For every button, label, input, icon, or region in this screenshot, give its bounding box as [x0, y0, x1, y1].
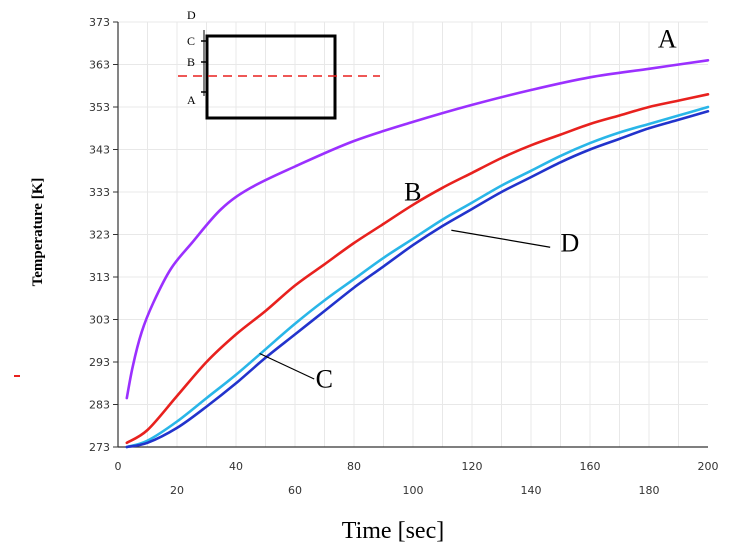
x-axis-title: Time [sec]: [342, 518, 444, 544]
y-tick-label: 353: [89, 101, 110, 114]
x-tick-label: 140: [521, 484, 542, 497]
callout-line-d: [451, 229, 551, 248]
y-tick-label: 293: [89, 356, 110, 369]
y-tick-label: 373: [89, 16, 110, 29]
series-line-b: [125, 93, 710, 445]
inset-box: [205, 34, 337, 120]
x-tick-labels: 0 40 80 120 160 200 20 60 100 140 180: [115, 460, 719, 497]
curve-label-d: D: [561, 229, 580, 258]
x-tick-label: 40: [229, 460, 243, 473]
series-line-c: [125, 105, 710, 449]
inset-label-c: C: [187, 34, 195, 48]
grid: [118, 21, 708, 447]
curve-label-c: C: [316, 365, 333, 394]
axes: [113, 21, 708, 448]
y-tick-label: 273: [89, 441, 110, 454]
x-tick-label: 120: [462, 460, 483, 473]
curve-label-b: B: [404, 178, 421, 207]
inset-label-b: B: [187, 55, 195, 69]
callout-lines: [259, 229, 551, 380]
x-tick-label: 180: [639, 484, 660, 497]
y-axis-title: Temperature [K]: [30, 178, 46, 287]
y-tick-label: 323: [89, 229, 110, 242]
stray-mark: [14, 375, 20, 377]
x-tick-label: 100: [403, 484, 424, 497]
y-tick-label: 303: [89, 314, 110, 327]
y-tick-labels: 273 283 293 303 313 323 333 343 353 363 373: [89, 16, 110, 454]
series-line-a: [125, 59, 710, 400]
curve-labels: A B C D: [316, 25, 677, 394]
series-lines: [125, 59, 710, 449]
inset-label-a: A: [187, 93, 196, 107]
curve-label-a: A: [658, 25, 677, 54]
x-tick-label: 200: [698, 460, 719, 473]
y-tick-label: 313: [89, 271, 110, 284]
y-tick-label: 363: [89, 59, 110, 72]
inset-diagram: DCB A: [178, 8, 380, 120]
y-tick-label: 333: [89, 186, 110, 199]
series-line-d: [125, 110, 710, 449]
x-tick-label: 0: [115, 460, 122, 473]
x-tick-label: 160: [580, 460, 601, 473]
x-tick-label: 80: [347, 460, 361, 473]
y-tick-label: 343: [89, 144, 110, 157]
callout-line-c: [259, 352, 315, 380]
x-tick-label: 20: [170, 484, 184, 497]
inset-label-d: D: [187, 8, 196, 22]
x-tick-label: 60: [288, 484, 302, 497]
y-tick-label: 283: [89, 399, 110, 412]
